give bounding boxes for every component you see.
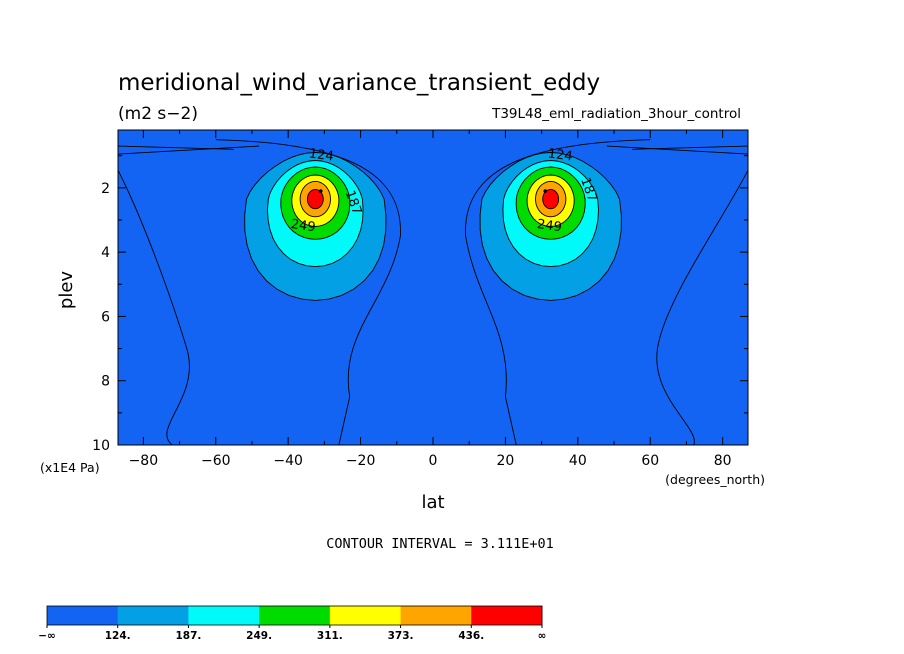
y-tick-label: 4 bbox=[101, 245, 110, 261]
colorbar-label-4: 311. bbox=[317, 630, 343, 642]
x-axis-title: lat bbox=[421, 492, 444, 513]
contour-label-5: 249 bbox=[536, 217, 563, 235]
contour-interval-note: CONTOUR INTERVAL = 3.111E+01 bbox=[326, 536, 554, 552]
y-tick-label: 2 bbox=[101, 181, 110, 197]
y-axis-units: (x1E4 Pa) bbox=[40, 460, 100, 475]
x-tick-label: 60 bbox=[641, 453, 659, 469]
run-label: T39L48_eml_radiation_3hour_control bbox=[491, 106, 741, 122]
x-tick-label: 20 bbox=[496, 453, 514, 469]
contour-line-2 bbox=[215, 139, 401, 445]
chart-title: meridional_wind_variance_transient_eddy bbox=[118, 70, 600, 96]
colorbar-label-5: 373. bbox=[388, 630, 414, 642]
colorbar-swatch-5 bbox=[400, 606, 472, 625]
x-tick-label: 0 bbox=[429, 453, 438, 469]
colorbar: −∞ 124. 187. 249. 311. 373. 436. ∞ bbox=[38, 605, 547, 642]
x-tick-label: −60 bbox=[201, 453, 231, 469]
colorbar-label-3: 249. bbox=[246, 630, 272, 642]
y-tick-label: 10 bbox=[92, 438, 110, 454]
contour-label-3: 124 bbox=[547, 146, 574, 164]
y-tick-label: 8 bbox=[101, 374, 110, 390]
x-tick-label: 40 bbox=[569, 453, 587, 469]
colorbar-swatch-4 bbox=[329, 606, 402, 625]
colorbar-swatch-0 bbox=[47, 606, 119, 625]
jet-max-marker-southern bbox=[318, 189, 323, 193]
colorbar-swatch-3 bbox=[259, 606, 331, 625]
jet-max-marker-northern bbox=[543, 189, 548, 193]
colorbar-frame bbox=[46, 605, 543, 626]
colorbar-swatch-6 bbox=[471, 606, 543, 625]
contour-line-7 bbox=[632, 145, 748, 150]
contour-label-0: 124 bbox=[308, 146, 335, 164]
colorbar-label-2: 187. bbox=[175, 630, 201, 642]
x-tick-label: −20 bbox=[346, 453, 376, 469]
x-tick-label: 80 bbox=[714, 453, 732, 469]
contour-line-3 bbox=[118, 145, 234, 150]
contour-line-0 bbox=[118, 145, 260, 155]
colorbar-label-7: ∞ bbox=[538, 630, 547, 642]
x-tick-label: −80 bbox=[129, 453, 159, 469]
y-tick-label: 6 bbox=[101, 309, 110, 325]
contour-label-2: 249 bbox=[290, 217, 317, 235]
units-label: (m2 s−2) bbox=[118, 104, 198, 124]
colorbar-label-0: −∞ bbox=[38, 630, 56, 642]
contour-line-5 bbox=[656, 169, 748, 445]
y-axis-title: plev bbox=[56, 271, 77, 310]
contour-line-1 bbox=[118, 169, 190, 445]
x-axis-units: (degrees_north) bbox=[665, 472, 765, 487]
colorbar-label-6: 436. bbox=[458, 630, 484, 642]
colorbar-swatch-1 bbox=[117, 606, 189, 625]
contour-line-6 bbox=[465, 139, 651, 445]
colorbar-swatch-2 bbox=[188, 606, 260, 625]
contour-band-northern-436 bbox=[542, 189, 560, 210]
x-tick-label: −40 bbox=[273, 453, 303, 469]
contour-line-4 bbox=[606, 145, 748, 155]
background-fill bbox=[118, 130, 748, 445]
colorbar-label-1: 124. bbox=[105, 630, 131, 642]
